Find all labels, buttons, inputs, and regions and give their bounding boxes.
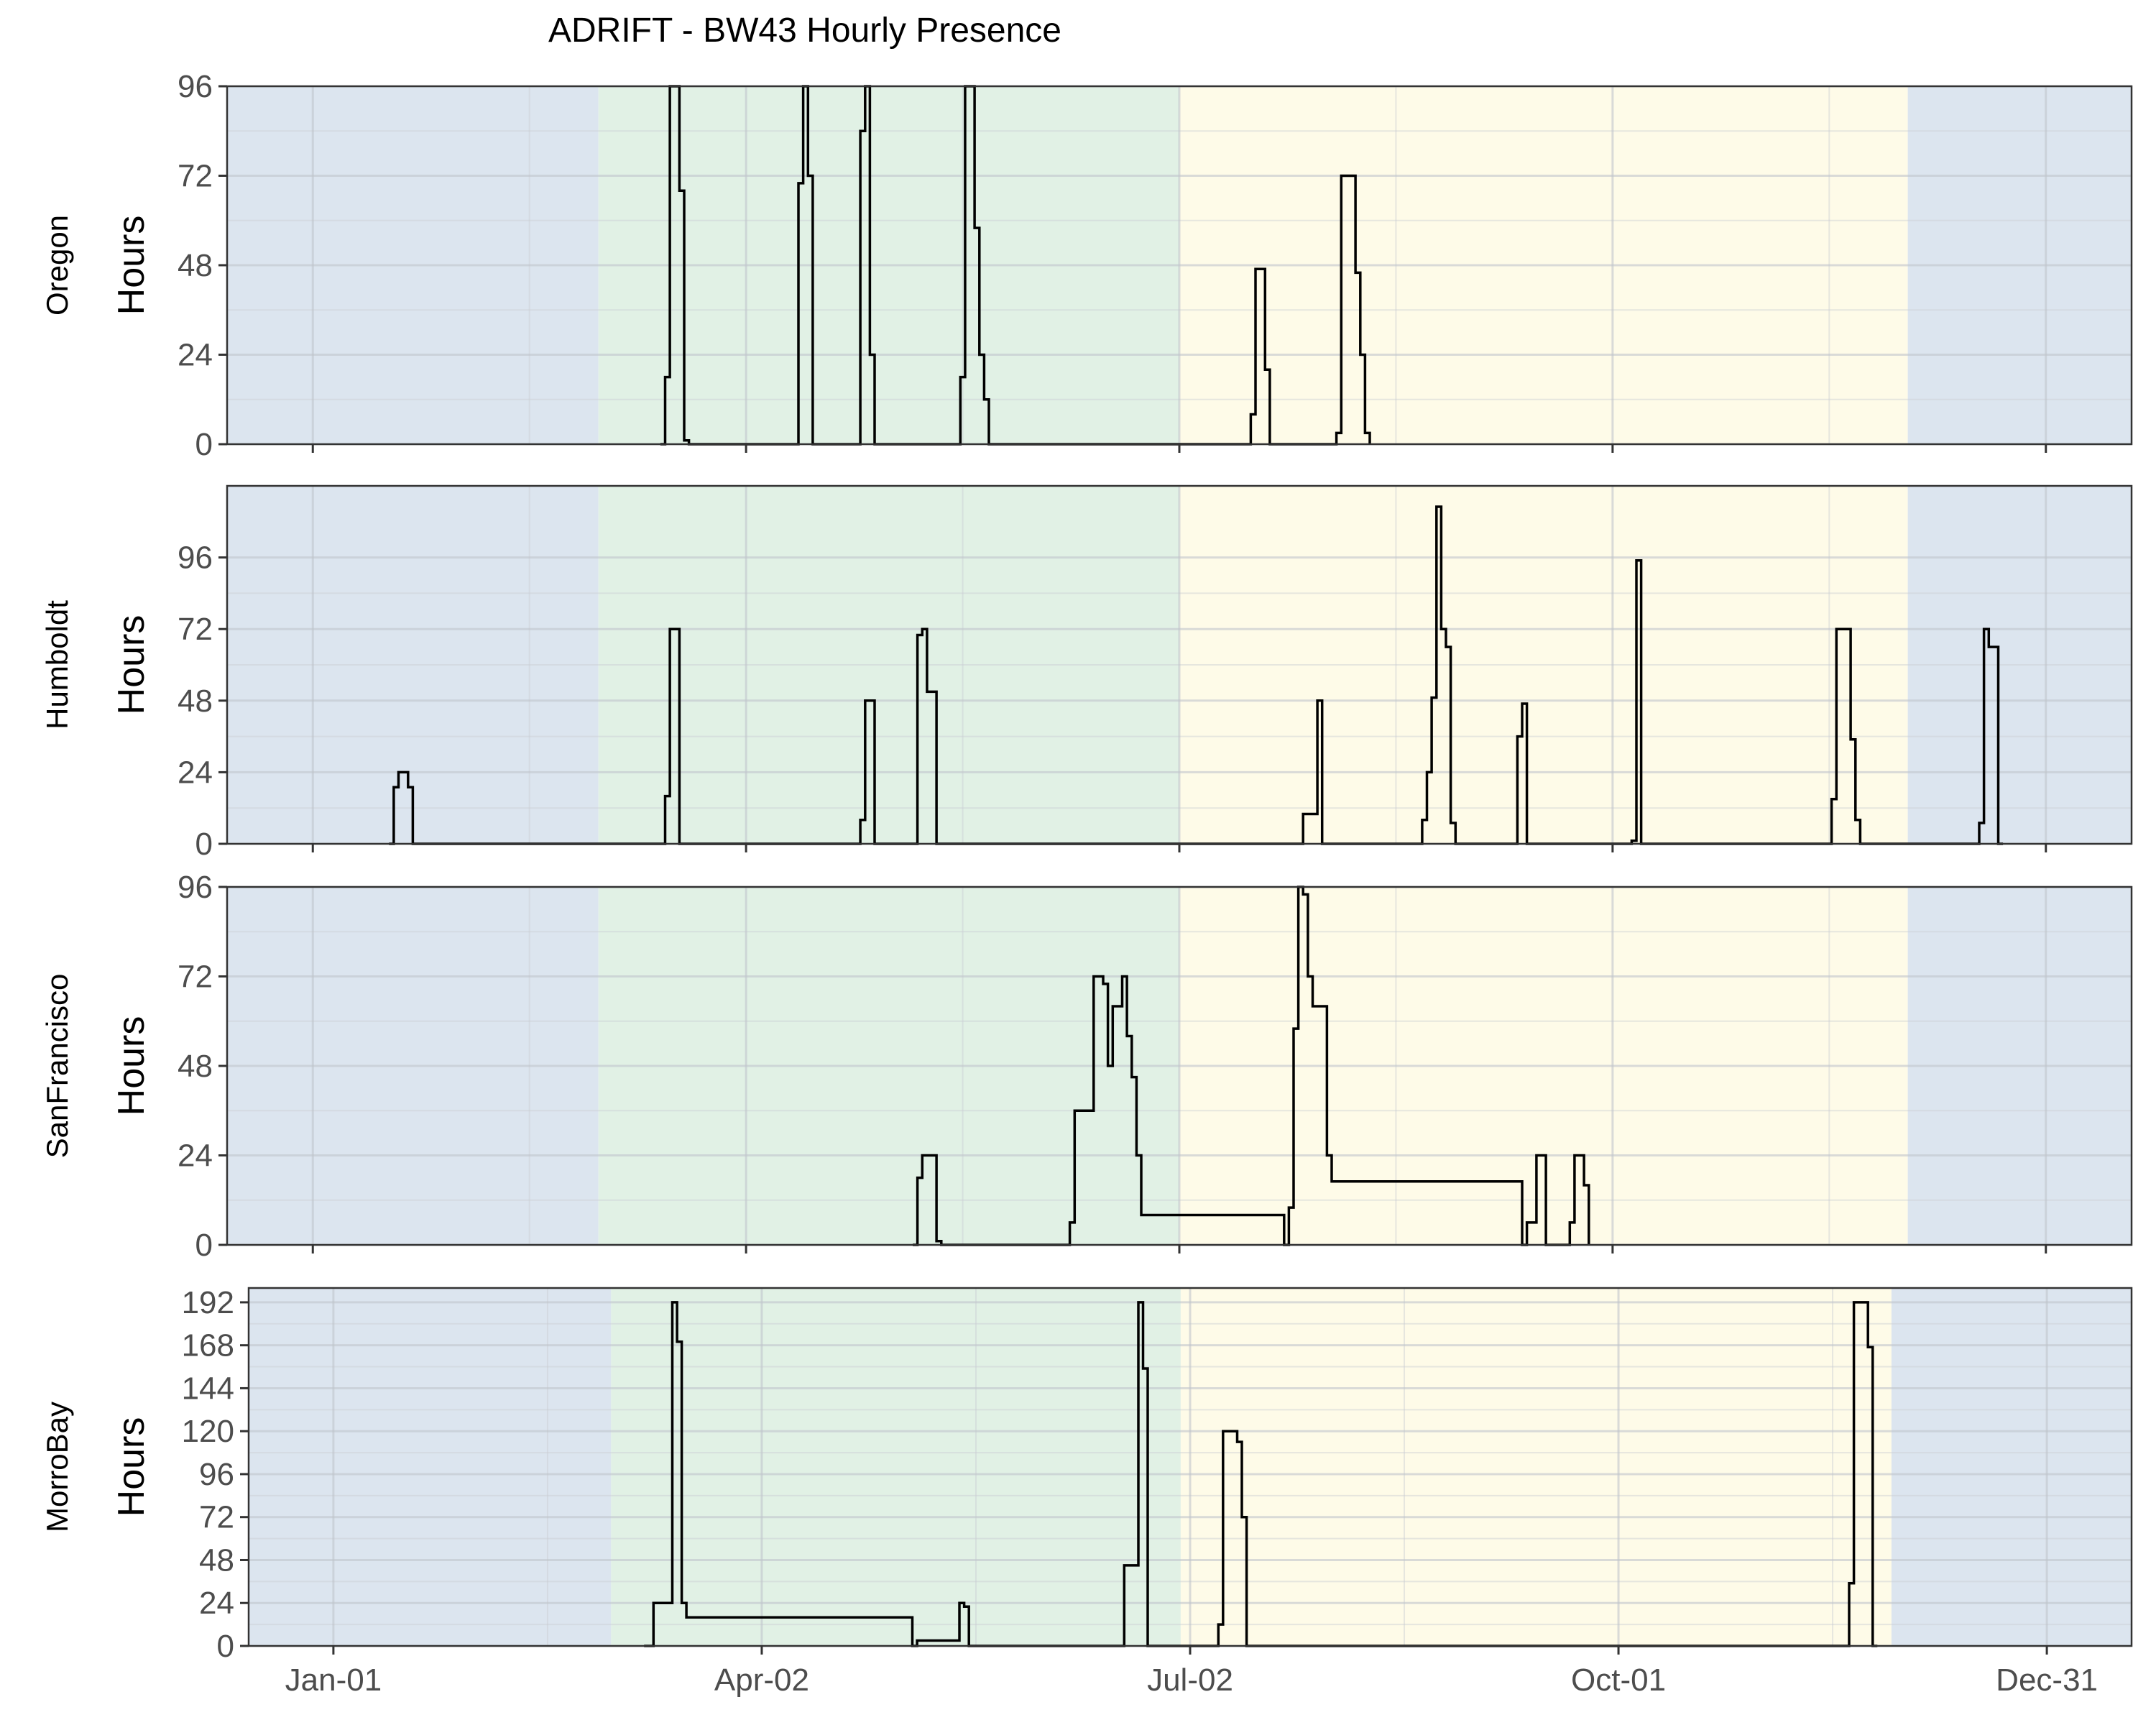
y-tick-label: 72 xyxy=(178,960,213,995)
y-tick-label: 24 xyxy=(178,1138,213,1174)
strip-label-sanfrancisco: SanFrancisco xyxy=(40,974,74,1159)
y-axis-title: Hours xyxy=(111,615,152,715)
series-line-sanfrancisco xyxy=(913,886,1590,1246)
y-tick-label: 96 xyxy=(199,1457,234,1492)
y-axis-title: Hours xyxy=(111,1016,152,1116)
y-tick-label: 48 xyxy=(178,248,213,283)
panel-humboldt: 0 24 48 72 96 Hours Humboldt xyxy=(40,484,2133,862)
x-tick-label: Apr-02 xyxy=(714,1662,809,1698)
y-tick-label: 24 xyxy=(178,755,213,790)
strip-label-oregon: Oregon xyxy=(40,215,74,316)
y-tick-label: 24 xyxy=(199,1586,234,1621)
y-tick-label: 24 xyxy=(178,338,213,373)
y-tick-label: 168 xyxy=(182,1328,234,1363)
panel-morrobay: 0 24 48 72 96 120 144 168 192 Jan-01 Apr-02 Jul-02 O… xyxy=(40,1285,2133,1698)
season-band-postupwelling xyxy=(1179,486,1908,844)
y-tick-label: 96 xyxy=(178,870,213,905)
y-tick-label: 48 xyxy=(178,684,213,719)
y-tick-label: 0 xyxy=(195,427,213,462)
strip-label-morrobay: MorroBay xyxy=(40,1402,74,1532)
y-tick-label: 0 xyxy=(195,827,213,862)
y-tick-label: 72 xyxy=(199,1500,234,1535)
season-band-upwelling xyxy=(598,486,1179,844)
y-axis-title: Hours xyxy=(111,216,152,316)
x-tick-label: Oct-01 xyxy=(1571,1662,1666,1698)
y-tick-label: 144 xyxy=(182,1371,234,1406)
season-band-winter xyxy=(227,486,599,844)
y-tick-label: 48 xyxy=(178,1049,213,1084)
y-tick-label: 48 xyxy=(199,1542,234,1578)
y-tick-label: 0 xyxy=(217,1629,234,1664)
season-band-winter xyxy=(1891,1288,2132,1646)
season-band-winter xyxy=(1907,486,2132,844)
x-tick-label: Jul-02 xyxy=(1147,1662,1233,1698)
y-tick-label: 120 xyxy=(182,1414,234,1449)
y-axis-title: Hours xyxy=(111,1417,152,1517)
y-tick-label: 72 xyxy=(178,612,213,647)
y-tick-label: 96 xyxy=(178,69,213,104)
panel-oregon: 0 24 48 72 96 Hours Oregon xyxy=(40,69,2133,462)
season-band-winter xyxy=(249,1288,612,1646)
x-tick-label: Jan-01 xyxy=(285,1662,382,1698)
y-tick-label: 192 xyxy=(182,1285,234,1320)
season-band-upwelling xyxy=(611,1288,1181,1646)
y-tick-label: 0 xyxy=(195,1228,213,1263)
y-tick-label: 96 xyxy=(178,540,213,576)
strip-label-humboldt: Humboldt xyxy=(40,600,74,730)
y-tick-label: 72 xyxy=(178,159,213,194)
season-band-postupwelling xyxy=(1180,1288,1892,1646)
x-tick-label: Dec-31 xyxy=(1996,1662,2098,1698)
chart-title: ADRIFT - BW43 Hourly Presence xyxy=(548,12,1061,50)
panel-sanfrancisco: 0 24 48 72 96 Hours SanFrancisco xyxy=(40,870,2133,1263)
